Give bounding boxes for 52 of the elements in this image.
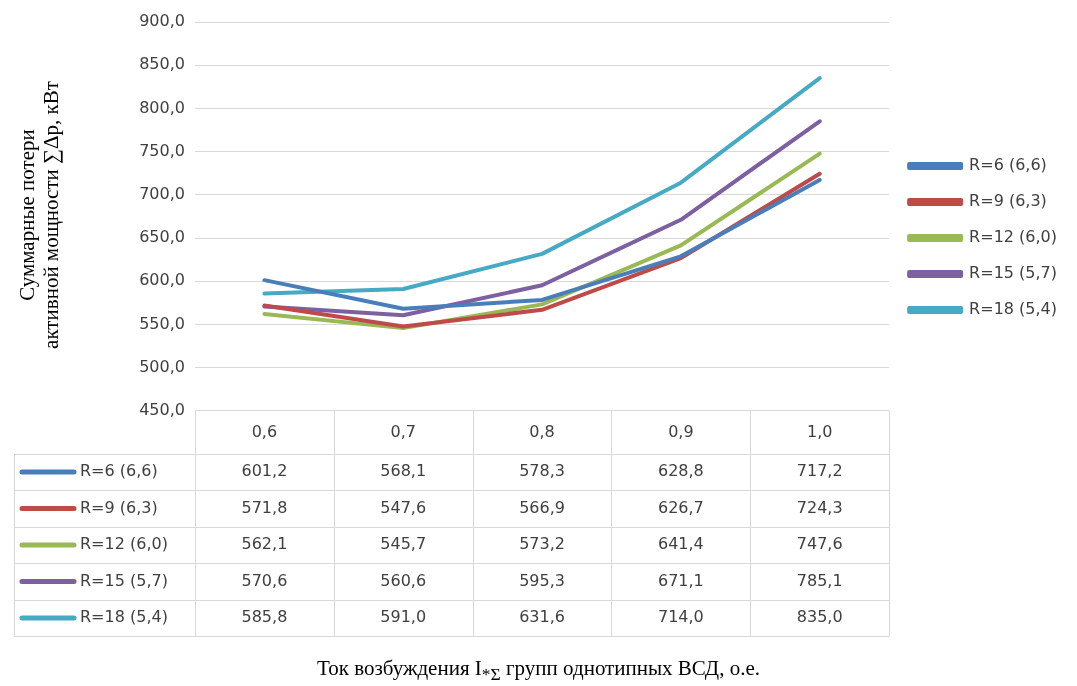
- data-label: 626,7: [657, 497, 704, 517]
- x-tick-label: 1,0: [806, 421, 833, 441]
- data-label: 671,1: [657, 570, 704, 590]
- data-label: 631,6: [519, 607, 565, 627]
- y-tick-label: 600,0: [139, 270, 185, 290]
- x-tick-label: 0,8: [529, 421, 555, 441]
- data-label: 585,8: [241, 607, 288, 627]
- data-label: 641,4: [657, 534, 704, 554]
- data-label: 785,1: [796, 570, 843, 590]
- legend-label: R=6 (6,6): [969, 155, 1047, 175]
- y-tick-label: 750,0: [139, 140, 185, 160]
- data-label: 571,8: [241, 497, 288, 517]
- data-label: 562,1: [241, 534, 288, 554]
- data-label: 560,6: [380, 570, 427, 590]
- y-tick-label: 900,0: [139, 11, 185, 31]
- data-label: 595,3: [519, 570, 565, 590]
- data-label: 591,0: [380, 607, 427, 627]
- data-label: 601,2: [241, 461, 288, 481]
- y-tick-label: 500,0: [139, 356, 185, 376]
- y-tick-label: 450,0: [139, 399, 185, 419]
- text: R=12 (6,0): [80, 534, 168, 554]
- text: R=18 (5,4): [80, 607, 168, 627]
- y-tick-label: 700,0: [139, 183, 185, 203]
- data-label: 835,0: [796, 607, 843, 627]
- text: Ток возбуждения I$_{*Σ}$ групп однотипных ВСД, о.е.: [316, 656, 761, 686]
- text: R=6 (6,6): [80, 461, 158, 481]
- data-label: 717,2: [796, 461, 843, 481]
- text: R=15 (5,7): [80, 570, 168, 590]
- data-label: 573,2: [519, 534, 565, 554]
- x-tick-label: 0,6: [251, 421, 278, 441]
- data-label: 747,6: [796, 534, 843, 554]
- legend-label: R=12 (6,0): [969, 227, 1058, 247]
- data-label: 566,9: [519, 497, 565, 517]
- data-label: 628,8: [657, 461, 704, 481]
- data-label: 568,1: [380, 461, 427, 481]
- y-axis-title: Суммарные потери активной мощности ∑Δp, кВт: [15, 80, 64, 351]
- y-tick-label: 800,0: [139, 97, 185, 117]
- text: R=9 (6,3): [80, 497, 158, 517]
- y-tick-label: 550,0: [139, 313, 185, 333]
- legend-label: R=9 (6,3): [969, 191, 1047, 211]
- data-label: 724,3: [796, 497, 843, 517]
- y-tick-label: 850,0: [139, 54, 185, 74]
- legend-label: R=18 (5,4): [969, 299, 1058, 319]
- x-tick-label: 0,7: [390, 421, 416, 441]
- legend-label: R=15 (5,7): [969, 263, 1058, 283]
- data-label: 545,7: [380, 534, 427, 554]
- data-label: 714,0: [657, 607, 704, 627]
- data-label: 578,3: [519, 461, 565, 481]
- y-tick-label: 650,0: [139, 227, 185, 247]
- data-label: 547,6: [380, 497, 427, 517]
- x-tick-label: 0,9: [668, 421, 694, 441]
- data-label: 570,6: [241, 570, 288, 590]
